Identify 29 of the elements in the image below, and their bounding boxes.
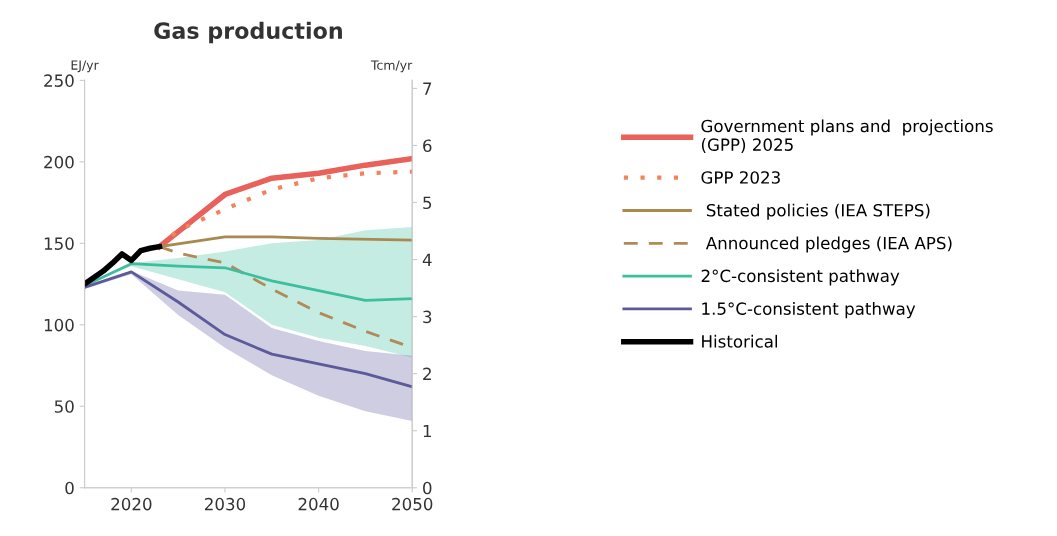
y2-tick-label: 2 [423, 367, 431, 380]
x-tick-label: 2040 [298, 497, 339, 511]
legend-label: 1.5°C-consistent pathway [702, 302, 916, 319]
y-axis-title: EJ/yr [71, 60, 99, 73]
y-tick-label: 0 [65, 481, 74, 495]
y-tick-label: 150 [44, 237, 74, 250]
y2-tick-label: 3 [423, 310, 432, 324]
chart-title: Gas production [154, 21, 342, 44]
x-tick-label: 2020 [111, 497, 152, 511]
legend-label: Stated policies (IEA STEPS) [706, 203, 930, 220]
x-tick-label: 2030 [205, 497, 246, 511]
y-tick-label: 100 [44, 318, 74, 332]
y2-tick-label: 1 [423, 424, 432, 438]
legend-label: Government plans and projections (GPP) 2025 [701, 119, 993, 153]
legend-label: Announced pledges (IEA APS) [705, 236, 952, 253]
y-tick-label: 200 [44, 155, 74, 169]
legend-label: GPP 2023 [701, 171, 780, 184]
y2-tick-label: 0 [423, 481, 432, 495]
y2-axis-title: Tcm/yr [370, 60, 413, 73]
y-tick-label: 250 [44, 74, 74, 87]
y-tick-label: 50 [54, 400, 74, 413]
y2-tick-label: 4 [422, 253, 432, 266]
legend-label: Historical [702, 334, 777, 348]
x-tick-label: 2050 [392, 497, 433, 511]
legend-label: 2°C-consistent pathway [701, 269, 900, 286]
y2-tick-label: 6 [423, 139, 432, 153]
y2-tick-label: 5 [423, 196, 432, 210]
line-series [84, 270, 413, 389]
y2-tick-label: 7 [423, 82, 432, 95]
